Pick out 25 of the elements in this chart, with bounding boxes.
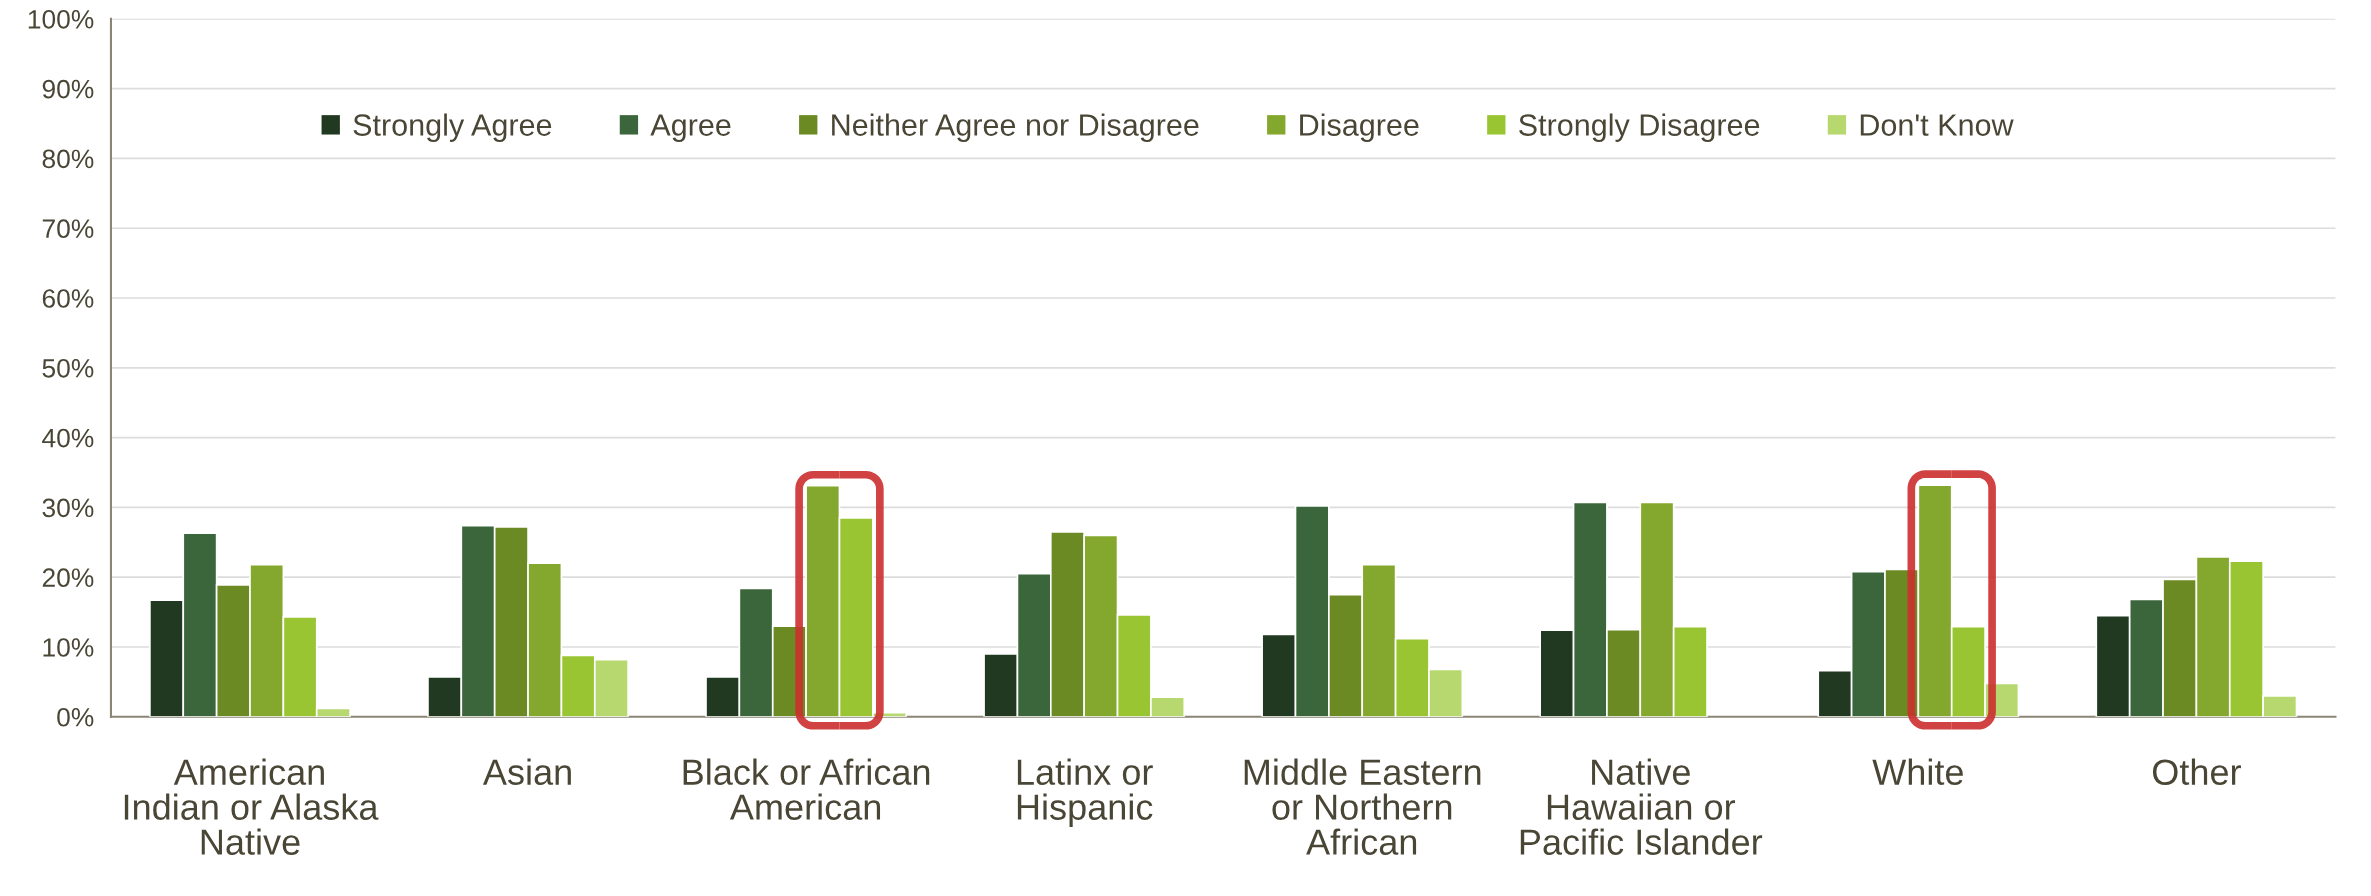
x-tick-label: Asian <box>482 758 571 785</box>
x-tick-label: White <box>1872 758 1963 785</box>
y-tick-label: 50% <box>42 358 94 378</box>
x-tick-label: Middle Eastern or Northern African <box>1244 758 1481 855</box>
x-tick-label: Other <box>2152 758 2241 785</box>
x-tick-label: American Indian or Alaska Native <box>124 758 379 855</box>
y-tick-label: 40% <box>42 428 94 448</box>
x-tick-label: Latinx or Hispanic <box>1017 758 1153 828</box>
x-tick-label: Black or African American <box>683 758 930 820</box>
legend-label: Strongly Agree <box>353 113 552 142</box>
y-tick-label: 0% <box>57 707 94 727</box>
y-tick-label: 60% <box>42 289 94 308</box>
legend-label: Don't Know <box>1860 114 2014 136</box>
y-tick-label: 70% <box>42 219 94 239</box>
y-tick-label: 100% <box>28 9 94 29</box>
y-tick-label: 20% <box>42 568 94 588</box>
y-tick-label: 80% <box>42 149 94 169</box>
x-tick-label: Native Hawaiian or Pacific Islander <box>1520 758 1763 855</box>
y-tick-label: 10% <box>43 638 94 657</box>
legend-label: Disagree <box>1300 113 1419 142</box>
legend-label: Neither Agree nor Disagree <box>832 113 1199 142</box>
legend-label: Agree <box>650 114 731 142</box>
y-tick-label: 30% <box>42 498 94 518</box>
y-tick-label: 90% <box>42 79 94 99</box>
legend-label: Strongly Disagree <box>1519 113 1760 142</box>
